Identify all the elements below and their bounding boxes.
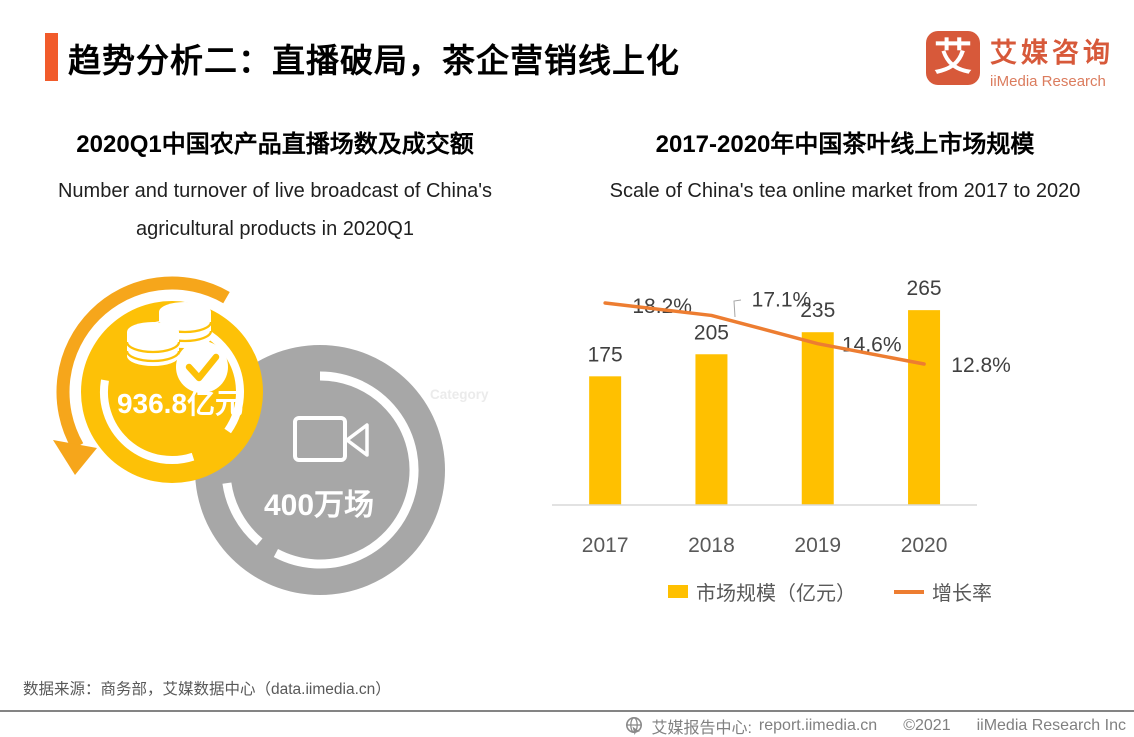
bar-2017 [589,376,622,505]
growth-rate-label: 17.1% [752,288,812,311]
turnover-ring-arc2 [99,379,195,465]
growth-rate-line [603,301,926,366]
rotation-arrow-head [53,440,97,475]
turnover-value: 936.8亿元 [117,388,243,419]
bar-2020 [908,310,941,505]
x-axis-tick: 2017 [582,534,629,557]
right-chart-header: 2017-2020年中国茶叶线上市场规模 Scale of China's te… [560,130,1130,210]
live-broadcast-infographic: 400万场 Category 936.8亿元 [53,276,489,595]
legend-square-icon [668,585,688,598]
legend-item-growth-rate: 增长率 [894,577,992,606]
left-chart-title: 2020Q1中国农产品直播场数及成交额 [76,131,474,158]
globe-cursor-icon [626,717,643,735]
iimedia-logo: 艾 艾媒咨询 iiMedia Research [926,31,1114,90]
category-watermark: Category [430,387,489,402]
report-center-label: 艾媒报告中心: [651,720,752,737]
sessions-ring-arc2 [222,482,263,546]
bar-value-label: 265 [907,277,942,300]
right-chart-title: 2017-2020年中国茶叶线上市场规模 [655,131,1035,158]
label-leader-line [733,299,742,318]
sessions-value: 400万场 [264,489,374,522]
chart-legend: 市场规模（亿元） 增长率 [560,577,1100,606]
page-title: 趋势分析二：直播破局，茶企营销线上化 [68,42,680,79]
logo-name-cn: 艾媒咨询 [990,38,1114,68]
growth-rate-label: 12.8% [951,354,1011,377]
bar-value-label: 175 [588,343,623,366]
legend-item-market-size: 市场规模（亿元） [668,577,856,606]
left-chart-subtitle-line1: Number and turnover of live broadcast of… [57,180,493,202]
data-source-note: 数据来源：商务部，艾媒数据中心（data.iimedia.cn） [23,681,391,698]
bottom-footer: 艾媒报告中心: report.iimedia.cn ©2021 iiMedia … [624,714,1126,737]
bar-value-label: 205 [694,321,729,344]
logo-name-en: iiMedia Research [990,73,1106,90]
left-chart-subtitle-line2: agricultural products in 2020Q1 [136,218,414,240]
video-camera-icon [293,416,369,462]
bar-2018 [695,354,728,505]
left-chart-header: 2020Q1中国农产品直播场数及成交额 Number and turnover … [10,130,540,248]
rotation-arrow-icon [56,276,230,450]
x-axis-tick: 2020 [901,534,948,557]
copyright-company: iiMedia Research Inc [976,717,1126,734]
coins-icon [125,302,213,366]
x-axis-tick: 2018 [688,534,735,557]
x-axis-tick: 2019 [794,534,841,557]
copyright-year: ©2021 [903,717,951,734]
iimedia-logo-icon: 艾 [926,31,980,85]
title-accent-bar [45,33,58,81]
sessions-ring-arc [273,371,419,569]
left-chart-subtitle: Number and turnover of live broadcast of… [10,172,540,248]
bar-value-label: 235 [800,299,835,322]
legend-label-growth-rate: 增长率 [932,583,992,605]
report-center-url: report.iimedia.cn [758,717,878,734]
footer-divider [0,710,1134,712]
bar-2019 [801,332,834,505]
check-circle-icon [176,341,228,393]
legend-label-market-size: 市场规模（亿元） [696,583,856,605]
legend-line-icon [894,589,924,594]
right-chart-subtitle: Scale of China's tea online market from … [609,180,1081,202]
